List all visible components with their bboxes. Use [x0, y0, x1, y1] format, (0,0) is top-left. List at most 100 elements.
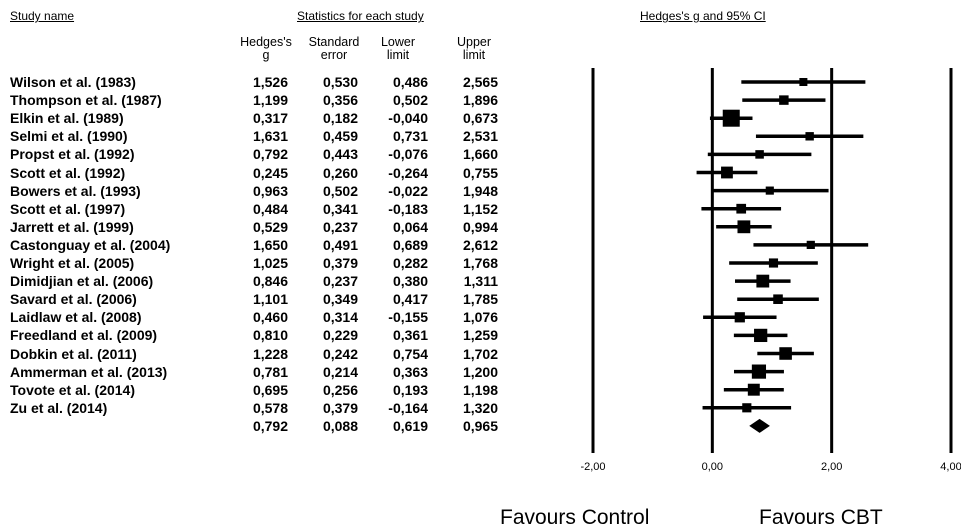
- stat-se: 0,237: [322, 273, 358, 290]
- study-name: Thompson et al. (1987): [10, 92, 162, 109]
- col-header-lower-line2: limit: [386, 48, 410, 62]
- stat-lower: 0,380: [392, 273, 428, 290]
- stat-lower: -0,164: [388, 399, 428, 416]
- stat-lower: 0,502: [392, 92, 428, 109]
- stat-g: 0,792: [252, 417, 288, 434]
- stat-se: 0,459: [322, 128, 358, 145]
- point-estimate: [755, 150, 764, 159]
- col-header-upper-line2: limit: [462, 48, 486, 62]
- study-name: Ammerman et al. (2013): [10, 363, 168, 380]
- stat-g: 1,526: [252, 74, 288, 90]
- stat-se: 0,356: [322, 92, 358, 109]
- stat-se: 0,443: [322, 146, 358, 163]
- stat-lower: -0,076: [388, 146, 428, 163]
- study-name: Scott et al. (1997): [10, 200, 126, 217]
- stat-g: 0,484: [252, 200, 288, 217]
- stat-upper: 1,198: [462, 381, 498, 398]
- stat-g: 0,792: [252, 146, 288, 163]
- col-header-upper: Upper limit: [442, 36, 506, 62]
- study-name: Wilson et al. (1983): [10, 74, 136, 90]
- study-name: Bowers et al. (1993): [10, 182, 141, 199]
- study-name: Tovote et al. (2014): [10, 381, 136, 398]
- point-estimate: [754, 328, 768, 343]
- stat-upper: 1,896: [462, 92, 498, 109]
- col-header-se-line1: Standard: [308, 35, 360, 49]
- study-name: Jarrett et al. (1999): [10, 218, 134, 235]
- stat-g: 0,460: [252, 309, 288, 326]
- point-estimate: [751, 364, 767, 379]
- stat-se: 0,242: [322, 345, 358, 362]
- stat-g: 1,228: [252, 345, 288, 362]
- stat-g: 1,025: [252, 255, 288, 271]
- stat-g: 1,631: [252, 128, 288, 145]
- stat-g: 0,317: [252, 110, 288, 127]
- stat-se: 0,260: [322, 164, 358, 181]
- stat-se: 0,314: [322, 309, 358, 326]
- tick-label: 0,00: [702, 461, 723, 473]
- stat-lower: -0,040: [388, 110, 428, 127]
- stat-upper: 0,755: [462, 164, 498, 181]
- point-estimate: [736, 203, 747, 214]
- study-name: Scott et al. (1992): [10, 164, 126, 181]
- stat-se: 0,379: [322, 255, 358, 271]
- point-estimate: [747, 383, 760, 396]
- summary-diamond: [749, 418, 770, 433]
- stat-lower: 0,486: [392, 74, 428, 90]
- stat-lower: 0,064: [392, 218, 428, 235]
- point-estimate: [773, 294, 783, 304]
- stat-upper: 1,948: [462, 182, 498, 199]
- stat-g: 1,101: [252, 291, 288, 308]
- stat-g: 0,781: [252, 363, 288, 380]
- stat-g: 0,846: [252, 273, 288, 290]
- stat-upper: 2,531: [462, 128, 498, 145]
- col-header-hedges: Hedges's g: [234, 36, 298, 62]
- stat-se: 0,349: [322, 291, 358, 308]
- point-estimate: [742, 403, 752, 413]
- stat-lower: -0,155: [388, 309, 428, 326]
- point-estimate: [779, 347, 792, 360]
- stat-upper: 1,785: [462, 291, 498, 308]
- stat-upper: 1,076: [462, 309, 498, 326]
- col-header-se: Standard error: [302, 36, 366, 62]
- col-header-lower-line1: Lower: [380, 35, 416, 49]
- stat-upper: 2,565: [462, 74, 498, 90]
- stat-upper: 1,200: [462, 363, 498, 380]
- stat-se: 0,341: [322, 200, 358, 217]
- study-name: Zu et al. (2014): [10, 399, 108, 416]
- point-estimate: [805, 132, 814, 141]
- stat-lower: 0,731: [392, 128, 428, 145]
- stat-lower: 0,361: [392, 327, 428, 344]
- col-header-upper-line1: Upper: [456, 35, 492, 49]
- stat-se: 0,491: [322, 236, 358, 253]
- col-header-lower: Lower limit: [366, 36, 430, 62]
- stat-g: 1,650: [252, 236, 288, 253]
- stat-upper: 1,320: [462, 399, 498, 416]
- point-estimate: [799, 78, 808, 86]
- stat-upper: 0,673: [462, 110, 498, 127]
- stat-g: 1,199: [252, 92, 288, 109]
- stat-upper: 1,702: [462, 345, 498, 362]
- stat-upper: 0,994: [462, 218, 498, 235]
- stat-upper: 1,768: [462, 255, 498, 271]
- tick-label: 2,00: [821, 461, 842, 473]
- plot-title: Hedges's g and 95% CI: [640, 9, 766, 23]
- stat-se: 0,502: [322, 182, 358, 199]
- study-name: Castonguay et al. (2004): [10, 236, 171, 253]
- stat-upper: 2,612: [462, 236, 498, 253]
- stat-se: 0,182: [322, 110, 358, 127]
- study-name: Savard et al. (2006): [10, 291, 137, 308]
- study-name-header: Study name: [10, 9, 75, 23]
- stat-lower: 0,754: [392, 345, 428, 362]
- point-estimate: [768, 258, 779, 268]
- stat-se: 0,214: [322, 363, 358, 380]
- stat-se: 0,237: [322, 218, 358, 235]
- study-name: Elkin et al. (1989): [10, 110, 124, 127]
- point-estimate: [737, 220, 751, 234]
- stat-g: 0,810: [252, 327, 288, 344]
- point-estimate: [765, 186, 774, 195]
- stat-upper: 1,259: [462, 327, 498, 344]
- stat-g: 0,529: [252, 218, 288, 235]
- study-name: Laidlaw et al. (2008): [10, 309, 142, 326]
- stat-se: 0,088: [322, 417, 358, 434]
